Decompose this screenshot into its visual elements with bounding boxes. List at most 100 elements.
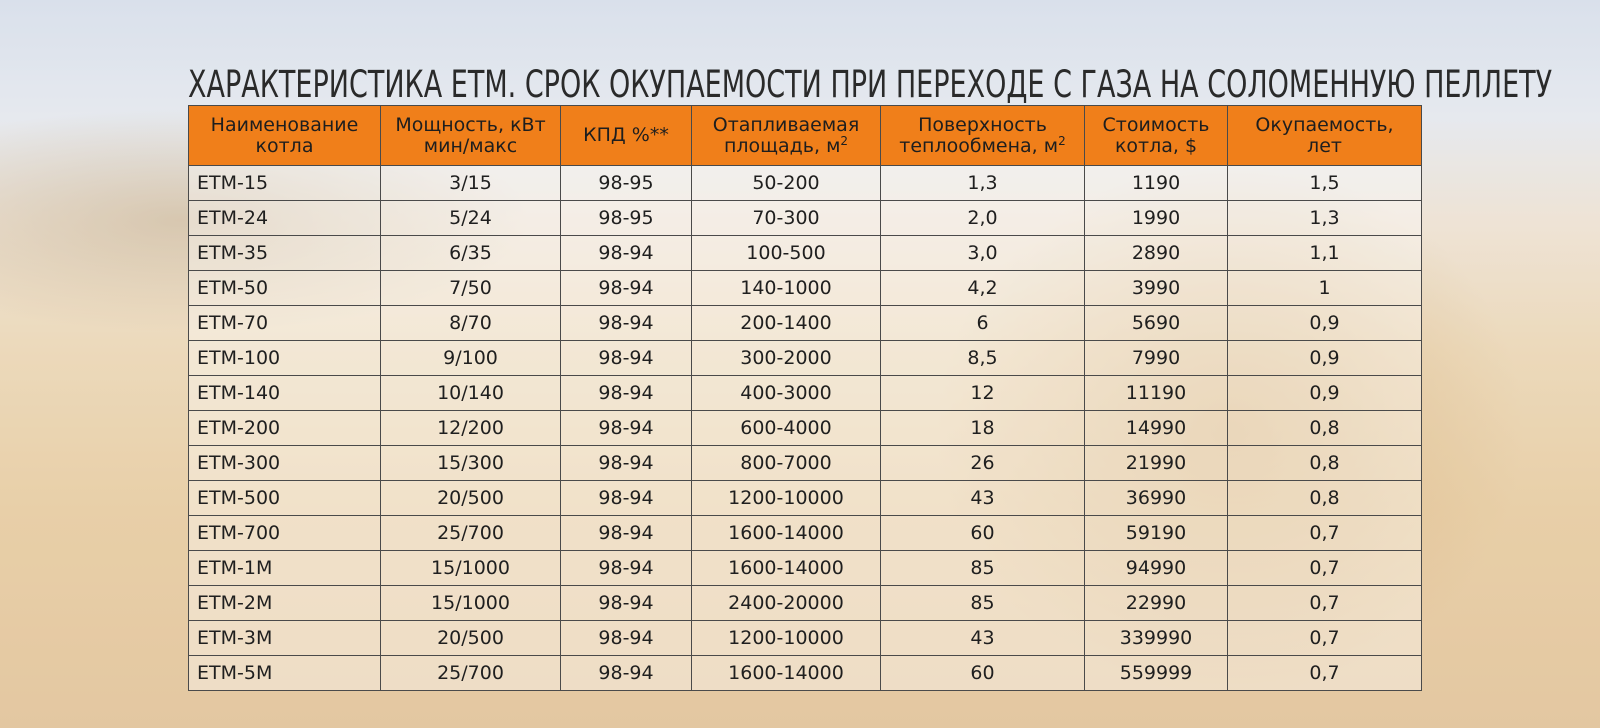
header-payback: Окупаемость, лет: [1227, 105, 1422, 166]
cell-name: ЕТМ-200: [188, 410, 381, 446]
cell-payback: 0,8: [1227, 480, 1422, 516]
table-header-row: Наименование котла Мощность, кВт мин/макс …: [188, 105, 1422, 166]
cell-payback: 1: [1227, 270, 1422, 306]
table-row: ЕТМ-500 20/500 98-94 1200-10000 43 36990…: [188, 480, 1422, 516]
header-name: Наименование котла: [188, 105, 381, 166]
table-row: ЕТМ-1М 15/1000 98-94 1600-14000 85 94990…: [188, 550, 1422, 586]
cell-name: ЕТМ-100: [188, 340, 381, 376]
header-heated-area: Отапливаемая площадь, м2: [691, 105, 881, 166]
cell-heated-area: 1600-14000: [691, 515, 881, 551]
cell-name: ЕТМ-3М: [188, 620, 381, 656]
cell-heated-area: 300-2000: [691, 340, 881, 376]
table-row: ЕТМ-35 6/35 98-94 100-500 3,0 2890 1,1: [188, 235, 1422, 271]
cell-heat-surface: 12: [880, 375, 1085, 411]
cell-power: 5/24: [380, 200, 561, 236]
cell-heat-surface: 26: [880, 445, 1085, 481]
cell-cost: 3990: [1084, 270, 1228, 306]
cell-name: ЕТМ-50: [188, 270, 381, 306]
cell-name: ЕТМ-70: [188, 305, 381, 341]
cell-heated-area: 1200-10000: [691, 480, 881, 516]
cell-efficiency: 98-94: [560, 585, 692, 621]
cell-heated-area: 600-4000: [691, 410, 881, 446]
cell-power: 20/500: [380, 620, 561, 656]
cell-heated-area: 200-1400: [691, 305, 881, 341]
cell-heated-area: 400-3000: [691, 375, 881, 411]
cell-power: 15/300: [380, 445, 561, 481]
cell-efficiency: 98-94: [560, 480, 692, 516]
cell-name: ЕТМ-700: [188, 515, 381, 551]
cell-efficiency: 98-94: [560, 550, 692, 586]
page-title: ХАРАКТЕРИСТИКА ЕТМ. СРОК ОКУПАЕМОСТИ ПРИ…: [188, 62, 1553, 106]
table-row: ЕТМ-15 3/15 98-95 50-200 1,3 1190 1,5: [188, 165, 1422, 201]
cell-heat-surface: 18: [880, 410, 1085, 446]
cell-name: ЕТМ-5М: [188, 655, 381, 691]
cell-heat-surface: 3,0: [880, 235, 1085, 271]
cell-payback: 0,8: [1227, 410, 1422, 446]
cell-payback: 1,1: [1227, 235, 1422, 271]
boiler-spec-table: Наименование котла Мощность, кВт мин/макс …: [188, 105, 1422, 691]
cell-payback: 0,8: [1227, 445, 1422, 481]
cell-heated-area: 800-7000: [691, 445, 881, 481]
cell-efficiency: 98-94: [560, 235, 692, 271]
cell-heat-surface: 60: [880, 655, 1085, 691]
cell-efficiency: 98-95: [560, 200, 692, 236]
cell-heat-surface: 4,2: [880, 270, 1085, 306]
cell-name: ЕТМ-140: [188, 375, 381, 411]
cell-power: 25/700: [380, 655, 561, 691]
cell-heat-surface: 43: [880, 620, 1085, 656]
cell-heated-area: 50-200: [691, 165, 881, 201]
cell-payback: 1,5: [1227, 165, 1422, 201]
cell-name: ЕТМ-24: [188, 200, 381, 236]
cell-power: 10/140: [380, 375, 561, 411]
cell-cost: 339990: [1084, 620, 1228, 656]
cell-heated-area: 2400-20000: [691, 585, 881, 621]
cell-heat-surface: 6: [880, 305, 1085, 341]
cell-cost: 11190: [1084, 375, 1228, 411]
table-row: ЕТМ-5М 25/700 98-94 1600-14000 60 559999…: [188, 655, 1422, 691]
cell-efficiency: 98-94: [560, 305, 692, 341]
cell-efficiency: 98-94: [560, 515, 692, 551]
cell-cost: 22990: [1084, 585, 1228, 621]
cell-heated-area: 140-1000: [691, 270, 881, 306]
table-row: ЕТМ-3М 20/500 98-94 1200-10000 43 339990…: [188, 620, 1422, 656]
cell-efficiency: 98-94: [560, 620, 692, 656]
header-cost: Стоимость котла, $: [1084, 105, 1228, 166]
cell-cost: 36990: [1084, 480, 1228, 516]
cell-name: ЕТМ-15: [188, 165, 381, 201]
cell-cost: 1190: [1084, 165, 1228, 201]
cell-cost: 1990: [1084, 200, 1228, 236]
cell-payback: 0,9: [1227, 340, 1422, 376]
cell-power: 25/700: [380, 515, 561, 551]
cell-power: 9/100: [380, 340, 561, 376]
cell-cost: 7990: [1084, 340, 1228, 376]
cell-payback: 0,7: [1227, 585, 1422, 621]
table-row: ЕТМ-300 15/300 98-94 800-7000 26 21990 0…: [188, 445, 1422, 481]
cell-payback: 0,7: [1227, 655, 1422, 691]
cell-name: ЕТМ-300: [188, 445, 381, 481]
cell-cost: 94990: [1084, 550, 1228, 586]
cell-heated-area: 100-500: [691, 235, 881, 271]
table-row: ЕТМ-24 5/24 98-95 70-300 2,0 1990 1,3: [188, 200, 1422, 236]
cell-payback: 0,7: [1227, 620, 1422, 656]
cell-payback: 0,7: [1227, 550, 1422, 586]
table-row: ЕТМ-140 10/140 98-94 400-3000 12 11190 0…: [188, 375, 1422, 411]
cell-heat-surface: 85: [880, 550, 1085, 586]
cell-cost: 559999: [1084, 655, 1228, 691]
cell-power: 15/1000: [380, 585, 561, 621]
cell-name: ЕТМ-1М: [188, 550, 381, 586]
cell-payback: 0,7: [1227, 515, 1422, 551]
cell-efficiency: 98-94: [560, 340, 692, 376]
table-row: ЕТМ-2М 15/1000 98-94 2400-20000 85 22990…: [188, 585, 1422, 621]
cell-name: ЕТМ-35: [188, 235, 381, 271]
cell-cost: 14990: [1084, 410, 1228, 446]
cell-efficiency: 98-94: [560, 270, 692, 306]
cell-payback: 0,9: [1227, 305, 1422, 341]
cell-efficiency: 98-94: [560, 410, 692, 446]
cell-efficiency: 98-95: [560, 165, 692, 201]
cell-name: ЕТМ-2М: [188, 585, 381, 621]
header-efficiency: КПД %**: [560, 105, 692, 166]
cell-efficiency: 98-94: [560, 655, 692, 691]
cell-heat-surface: 85: [880, 585, 1085, 621]
cell-efficiency: 98-94: [560, 375, 692, 411]
cell-heated-area: 70-300: [691, 200, 881, 236]
